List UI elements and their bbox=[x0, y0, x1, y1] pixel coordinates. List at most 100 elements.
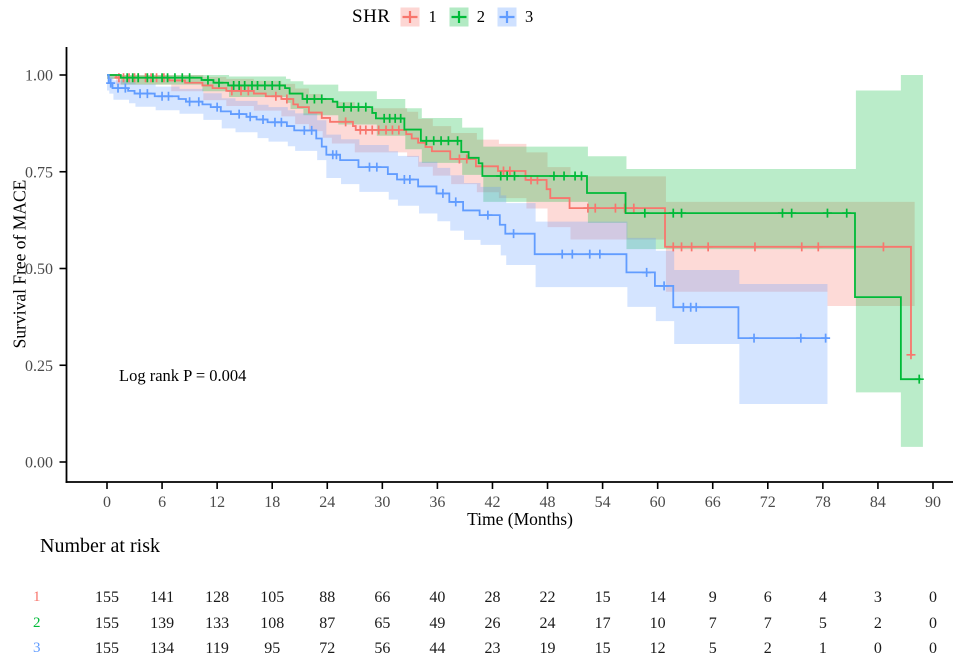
censor-marks-group-3 bbox=[106, 78, 831, 343]
at-risk-value: 12 bbox=[649, 640, 666, 657]
x-tick-label: 84 bbox=[870, 494, 886, 511]
censor-mark bbox=[214, 78, 224, 88]
at-risk-value: 87 bbox=[319, 615, 336, 632]
at-risk-value: 23 bbox=[484, 640, 501, 657]
censor-mark bbox=[906, 350, 916, 360]
y-tick-label: 0.25 bbox=[25, 358, 53, 375]
at-risk-value: 22 bbox=[539, 589, 556, 606]
censor-mark bbox=[341, 117, 351, 127]
censor-mark bbox=[842, 208, 852, 218]
censor-mark bbox=[258, 115, 268, 125]
censor-mark bbox=[509, 229, 519, 239]
censor-mark bbox=[640, 208, 650, 218]
censor-mark bbox=[668, 208, 678, 218]
censor-mark bbox=[576, 171, 586, 181]
at-risk-value: 72 bbox=[319, 640, 336, 657]
x-tick-label: 60 bbox=[650, 494, 666, 511]
legend-keys: 1 2 3 bbox=[400, 7, 533, 27]
x-tick-label: 30 bbox=[374, 494, 390, 511]
at-risk-value: 1 bbox=[818, 640, 827, 657]
censor-mark bbox=[142, 89, 152, 99]
at-risk-value: 14 bbox=[649, 589, 666, 606]
censor-mark bbox=[243, 86, 253, 96]
at-risk-value: 28 bbox=[484, 589, 501, 606]
censor-mark bbox=[317, 94, 327, 104]
at-risk-value: 95 bbox=[264, 640, 281, 657]
y-tick-label: 0.50 bbox=[25, 261, 53, 278]
at-risk-value: 108 bbox=[260, 615, 285, 632]
x-tick-label: 24 bbox=[319, 494, 335, 511]
at-risk-value: 26 bbox=[484, 615, 501, 632]
legend-swatch-icon bbox=[497, 7, 517, 27]
censor-mark bbox=[443, 136, 453, 146]
x-tick-label: 36 bbox=[429, 494, 445, 511]
censor-mark bbox=[282, 94, 292, 104]
legend-swatch-icon bbox=[449, 7, 469, 27]
at-risk-value: 4 bbox=[818, 589, 827, 606]
censor-mark bbox=[394, 125, 404, 135]
censor-mark bbox=[585, 249, 595, 259]
censor-mark bbox=[878, 242, 888, 252]
y-tick-label: 0.75 bbox=[25, 164, 53, 181]
legend-title: SHR bbox=[352, 6, 391, 27]
x-tick-label: 42 bbox=[484, 494, 500, 511]
at-risk-value: 119 bbox=[205, 640, 229, 657]
censor-mark bbox=[234, 109, 244, 119]
y-tick-label: 0.00 bbox=[25, 455, 53, 472]
at-risk-value: 65 bbox=[374, 615, 391, 632]
survival-curve-group-2 bbox=[107, 74, 922, 381]
censor-mark bbox=[590, 203, 600, 213]
x-tick-label: 66 bbox=[705, 494, 721, 511]
legend-swatch-icon bbox=[400, 7, 420, 27]
censor-mark bbox=[668, 242, 678, 252]
at-risk-value: 88 bbox=[319, 589, 336, 606]
censor-mark bbox=[451, 197, 461, 207]
censor-mark bbox=[462, 154, 472, 164]
at-risk-value: 10 bbox=[649, 615, 666, 632]
censor-mark bbox=[813, 242, 823, 252]
at-risk-value: 7 bbox=[708, 615, 717, 632]
x-tick-label: 0 bbox=[103, 494, 111, 511]
censor-mark bbox=[787, 208, 797, 218]
censor-mark bbox=[620, 203, 630, 213]
ci-band-group-3 bbox=[107, 75, 828, 404]
at-risk-value: 155 bbox=[95, 615, 119, 632]
censor-mark bbox=[821, 333, 831, 343]
censor-mark bbox=[275, 80, 285, 90]
censor-mark bbox=[194, 97, 204, 107]
x-tick-label: 72 bbox=[760, 494, 776, 511]
at-risk-value: 49 bbox=[429, 615, 446, 632]
censor-mark bbox=[822, 208, 832, 218]
censor-mark bbox=[276, 117, 286, 127]
censor-marks-group-2 bbox=[122, 73, 924, 384]
censor-mark bbox=[642, 267, 652, 277]
at-risk-value: 15 bbox=[594, 589, 611, 606]
censor-mark bbox=[749, 333, 759, 343]
censor-mark bbox=[567, 249, 577, 259]
censor-mark bbox=[797, 242, 807, 252]
at-risk-value: 155 bbox=[95, 589, 119, 606]
censor-mark bbox=[185, 97, 195, 107]
censor-mark bbox=[372, 162, 382, 172]
x-tick-label: 18 bbox=[264, 494, 280, 511]
censor-mark bbox=[438, 188, 448, 198]
at-risk-value: 0 bbox=[929, 589, 937, 606]
at-risk-value: 0 bbox=[929, 615, 937, 632]
censor-mark bbox=[549, 171, 559, 181]
at-risk-group-label: 3 bbox=[33, 640, 41, 656]
at-risk-value: 155 bbox=[95, 640, 119, 657]
x-axis-title: Time (Months) bbox=[467, 509, 573, 529]
at-risk-value: 134 bbox=[150, 640, 175, 657]
censor-mark bbox=[796, 333, 806, 343]
censor-mark bbox=[106, 78, 116, 88]
censor-mark bbox=[212, 102, 222, 112]
ci-band-group-2 bbox=[107, 75, 923, 447]
censor-mark bbox=[307, 125, 317, 135]
at-risk-value: 56 bbox=[374, 640, 391, 657]
legend-label: 2 bbox=[476, 7, 485, 26]
at-risk-value: 0 bbox=[929, 640, 937, 657]
at-risk-value: 5 bbox=[818, 615, 827, 632]
censor-mark bbox=[396, 113, 406, 123]
censor-mark bbox=[405, 174, 415, 184]
censor-mark bbox=[750, 242, 760, 252]
